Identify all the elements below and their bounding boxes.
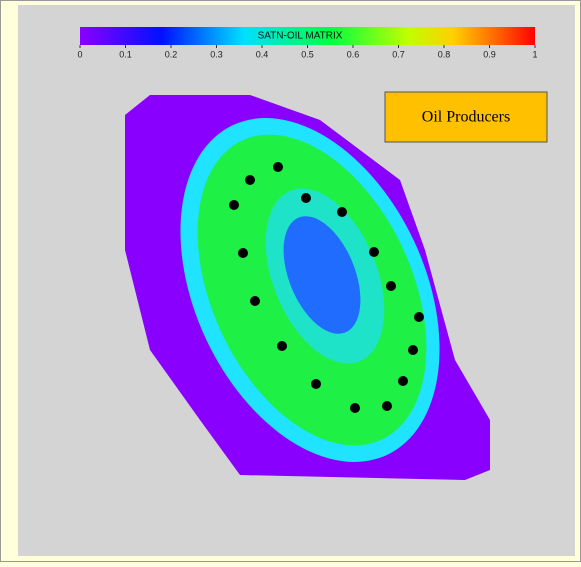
colorbar-tick-label: 0.6 — [347, 49, 360, 59]
well — [350, 403, 360, 413]
well — [369, 247, 379, 257]
well — [229, 200, 239, 210]
colorbar-gradient — [80, 27, 535, 45]
colorbar-tick-label: 0.2 — [165, 49, 178, 59]
well — [238, 248, 248, 258]
colorbar-tick-label: 0.5 — [301, 49, 314, 59]
well — [408, 345, 418, 355]
wells — [229, 162, 424, 413]
well — [250, 296, 260, 306]
colorbar-tick-label: 0.8 — [438, 49, 451, 59]
colorbar-tick-label: 0.7 — [392, 49, 405, 59]
legend-background — [384, 91, 548, 143]
well — [337, 207, 347, 217]
colorbar-tick-label: 0 — [77, 49, 82, 59]
region-blue — [283, 216, 361, 334]
well — [273, 162, 283, 172]
well — [386, 281, 396, 291]
colorbar-title: SATN-OIL MATRIX — [258, 31, 343, 42]
well — [245, 175, 255, 185]
colorbar-tick-label: 0.1 — [119, 49, 132, 59]
legend-label: Oil Producers — [422, 109, 510, 126]
colorbar-tick-label: 0.4 — [256, 49, 269, 59]
reservoir-map — [125, 95, 490, 480]
well — [277, 341, 287, 351]
colorbar: SATN-OIL MATRIX 0 0.1 0.2 0.3 0.4 0.5 0.6 0.7 0.… — [77, 27, 538, 59]
colorbar-tick-label: 0.3 — [210, 49, 223, 59]
well — [414, 312, 424, 322]
well — [382, 401, 392, 411]
colorbar-tick-label: 1 — [532, 49, 537, 59]
well — [398, 376, 408, 386]
colorbar-tick-label: 0.9 — [483, 49, 496, 59]
well — [301, 193, 311, 203]
legend-box: Oil Producers — [384, 91, 548, 143]
well — [311, 379, 321, 389]
